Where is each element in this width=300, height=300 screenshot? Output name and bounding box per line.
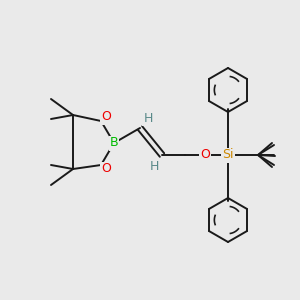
Text: Si: Si (222, 148, 234, 161)
Text: H: H (143, 112, 153, 124)
Text: O: O (200, 148, 210, 161)
Text: H: H (149, 160, 159, 173)
Text: O: O (101, 163, 111, 176)
Text: O: O (101, 110, 111, 124)
Text: B: B (110, 136, 118, 149)
